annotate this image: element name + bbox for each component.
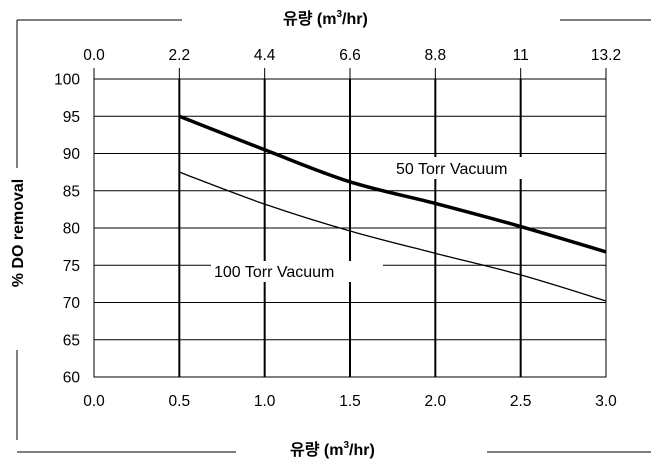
- y-tick-label-70: 70: [63, 295, 81, 312]
- x-tick-label-1.0: 1.0: [254, 393, 276, 410]
- y-tick-label-100: 100: [54, 72, 80, 89]
- series-line-50-torr: [178, 114, 607, 254]
- legend-label-50-torr-text: 50 Torr Vacuum: [396, 161, 507, 178]
- top-x-tick-label-8.8: 8.8: [425, 47, 447, 64]
- top-x-tick-label-2.2: 2.2: [169, 47, 191, 64]
- x-tick-label-0.5: 0.5: [169, 393, 191, 410]
- x-tick-label-2.5: 2.5: [510, 393, 532, 410]
- top-x-tick-label-4.4: 4.4: [254, 47, 276, 64]
- plot-border: [93, 78, 607, 378]
- tick-labels: 60657075808590951000.00.00.52.21.04.41.5…: [54, 47, 621, 410]
- y-axis-label: % DO removal: [10, 179, 27, 287]
- legend-label-100-torr-text: 100 Torr Vacuum: [214, 264, 334, 281]
- y-tick-label-75: 75: [63, 258, 80, 275]
- series-lines: [178, 114, 607, 302]
- x-tick-label-0.0: 0.0: [83, 393, 105, 410]
- top-x-tick-label-11: 11: [513, 47, 529, 64]
- legend-label-50-torr-bg: [392, 157, 552, 179]
- x-axis-label-prefix: 유량 (m: [290, 440, 343, 459]
- top-x-axis-label: 유량 (m3/hr): [283, 9, 368, 28]
- legend-label-50-torr: 50 Torr Vacuum: [392, 157, 552, 179]
- top-x-tick-label-0.0: 0.0: [83, 47, 105, 64]
- top-x-axis-label-sup: 3: [336, 9, 342, 20]
- y-tick-label-85: 85: [63, 183, 80, 200]
- y-tick-label-80: 80: [63, 221, 81, 238]
- legend-label-100-torr: 100 Torr Vacuum: [211, 261, 383, 282]
- grid: [93, 68, 607, 378]
- x-axis-label: 유량 (m3/hr): [290, 440, 375, 459]
- y-tick-label-65: 65: [63, 332, 80, 349]
- x-axis-label-suffix: /hr): [349, 442, 375, 459]
- top-x-axis-label-suffix: /hr): [342, 11, 368, 28]
- top-x-axis-label-prefix: 유량 (m: [283, 9, 336, 28]
- frame-decorations: [16, 19, 651, 453]
- y-tick-label-90: 90: [63, 146, 81, 163]
- y-tick-label-60: 60: [63, 370, 81, 387]
- top-x-tick-label-6.6: 6.6: [339, 47, 361, 64]
- x-tick-label-2.0: 2.0: [425, 393, 447, 410]
- series-line-100-torr: [179, 171, 607, 302]
- x-tick-label-3.0: 3.0: [595, 393, 617, 410]
- x-axis-label-sup: 3: [343, 440, 349, 451]
- top-x-tick-label-13.2: 13.2: [591, 47, 621, 64]
- x-tick-label-1.5: 1.5: [339, 393, 361, 410]
- legend-label-100-torr-bg: [211, 261, 383, 282]
- y-tick-label-95: 95: [63, 109, 80, 126]
